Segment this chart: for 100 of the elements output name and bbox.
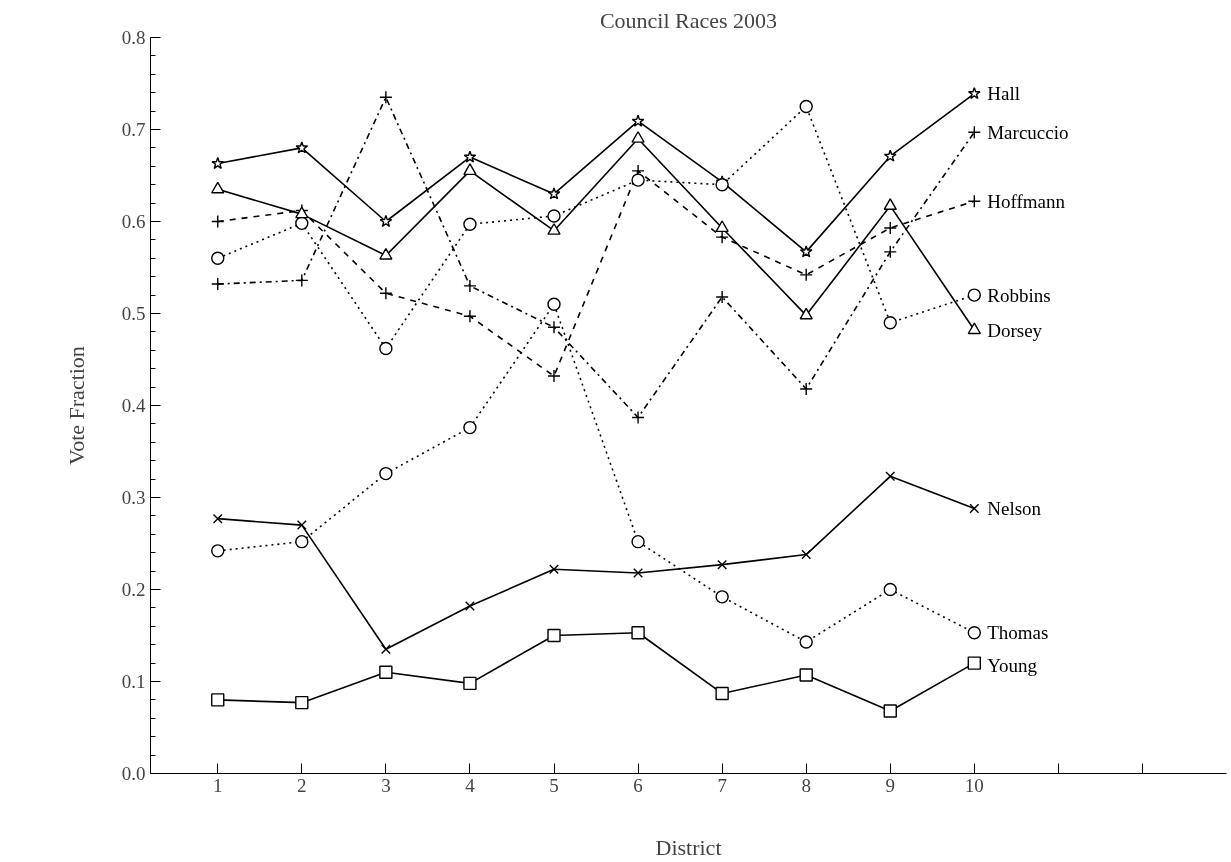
y-axis-title: Vote Fraction <box>63 346 89 465</box>
point <box>547 209 561 223</box>
y-tick-label: 0.6 <box>121 211 146 232</box>
point <box>883 149 897 162</box>
point <box>715 686 729 701</box>
x-tick-label: 7 <box>717 774 727 796</box>
point <box>211 544 225 558</box>
point <box>464 601 475 611</box>
point <box>463 150 477 163</box>
point <box>799 668 813 682</box>
point <box>633 568 644 578</box>
point <box>295 534 309 549</box>
x-tick-label: 3 <box>381 774 391 796</box>
point <box>295 273 309 288</box>
point <box>211 156 225 170</box>
point <box>883 316 897 330</box>
point <box>715 290 729 304</box>
point <box>799 245 813 258</box>
y-tick-label: 0.5 <box>121 303 146 324</box>
series-label: Dorsey <box>987 319 1043 341</box>
x-tick-label: 4 <box>465 774 476 796</box>
point <box>211 214 225 229</box>
series-label: Robbins <box>987 284 1051 306</box>
x-tick-label: 10 <box>964 774 984 796</box>
point <box>463 279 477 293</box>
point <box>885 471 896 482</box>
y-tick-label: 0.3 <box>121 487 146 508</box>
point <box>799 635 813 649</box>
point <box>883 198 897 211</box>
point <box>715 220 729 233</box>
point <box>967 288 982 302</box>
point <box>967 656 982 670</box>
point <box>547 223 561 235</box>
y-tick-label: 0.1 <box>121 671 146 692</box>
point <box>883 704 897 718</box>
series-label: Thomas <box>987 622 1049 644</box>
point <box>967 86 981 100</box>
series-label: Hoffmann <box>987 190 1066 212</box>
point <box>801 549 812 560</box>
point <box>715 590 729 604</box>
point <box>549 564 559 575</box>
point <box>883 221 897 235</box>
series-label: Nelson <box>987 498 1042 520</box>
point <box>799 99 813 114</box>
point <box>379 247 393 260</box>
x-tick-label: 1 <box>213 774 223 796</box>
series-label: Marcuccio <box>987 121 1069 143</box>
point <box>631 131 645 143</box>
point <box>211 277 225 291</box>
point <box>463 420 477 435</box>
point <box>883 582 897 597</box>
point <box>211 181 225 194</box>
point <box>211 251 225 265</box>
x-tick-label: 2 <box>297 774 307 796</box>
point <box>296 520 307 531</box>
point <box>211 693 225 707</box>
point <box>969 503 980 514</box>
point <box>380 644 391 655</box>
point <box>463 217 477 231</box>
point <box>631 626 645 640</box>
point <box>547 320 561 334</box>
point <box>967 194 982 208</box>
point <box>379 214 393 228</box>
point <box>631 410 645 425</box>
point <box>631 534 645 549</box>
point <box>631 114 645 127</box>
point <box>799 268 813 282</box>
y-tick-label: 0.0 <box>121 763 146 784</box>
x-tick-label: 8 <box>801 774 811 796</box>
x-axis-title: District <box>655 834 722 860</box>
y-tick-label: 0.7 <box>121 119 146 140</box>
series-label: Hall <box>987 83 1020 105</box>
point <box>379 665 393 679</box>
point <box>547 297 561 311</box>
x-tick-label: 6 <box>633 774 643 796</box>
point <box>967 626 982 640</box>
y-tick-label: 0.8 <box>121 27 146 48</box>
point <box>379 466 393 481</box>
point <box>883 245 897 259</box>
point <box>799 307 813 320</box>
chart-title: Council Races 2003 <box>599 7 778 33</box>
point <box>547 628 561 643</box>
x-tick-label: 5 <box>549 774 559 796</box>
x-tick-label: 9 <box>885 774 895 796</box>
point <box>799 382 813 396</box>
point <box>379 286 393 300</box>
point <box>212 513 223 524</box>
point <box>717 559 728 570</box>
point <box>463 163 477 176</box>
point <box>967 125 982 139</box>
point <box>463 676 477 691</box>
point <box>295 695 309 710</box>
point <box>547 369 561 383</box>
point <box>295 141 309 154</box>
point <box>295 216 309 231</box>
point <box>631 173 645 187</box>
point <box>463 309 477 323</box>
point <box>379 90 393 104</box>
y-tick-label: 0.4 <box>121 395 146 416</box>
point <box>967 322 982 335</box>
